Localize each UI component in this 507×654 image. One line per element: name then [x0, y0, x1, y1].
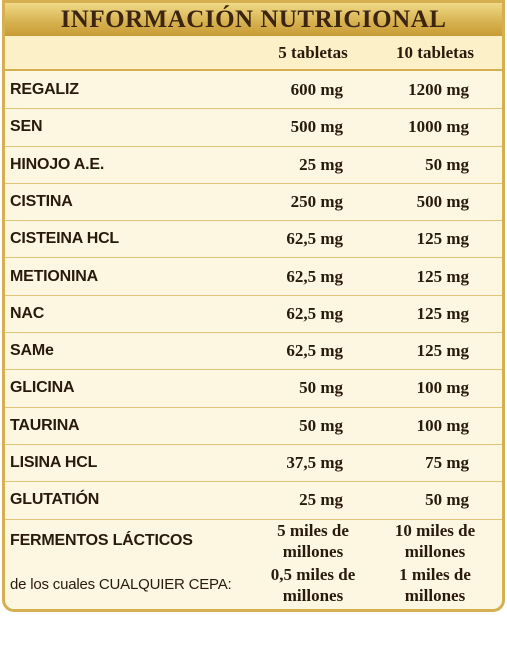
row-label: CISTEINA HCL: [10, 230, 120, 248]
table-row: LISINA HCL 37,5 mg 75 mg: [5, 444, 502, 483]
table-row: de los cuales CUALQUIER CEPA: 0,5 miles d…: [5, 563, 502, 607]
row-label: LISINA HCL: [10, 454, 98, 471]
cell-value: 100 mg: [416, 415, 469, 435]
cell-value: 25 mg: [299, 490, 343, 510]
table-row: GLICINA 50 mg 100 mg: [5, 369, 502, 408]
column-header: 10 tabletas: [396, 43, 474, 62]
cell-value: 1200 mg: [408, 80, 469, 99]
table-row: HINOJO A.E. 25 mg 50 mg: [5, 146, 502, 184]
cell-value: 50 mg: [299, 415, 343, 435]
row-label: GLICINA: [10, 379, 75, 397]
cell-value: 62,5 mg: [286, 303, 343, 323]
cell-value: 62,5 mg: [286, 229, 343, 249]
table-title: INFORMACIÓN NUTRICIONAL: [5, 3, 502, 36]
cell-value: 37,5 mg: [286, 453, 343, 472]
row-label: HINOJO A.E.: [10, 155, 105, 173]
table-row: GLUTATIÓN 25 mg 50 mg: [5, 481, 502, 520]
column-header: 5 tabletas: [278, 43, 348, 62]
table-row: FERMENTOS LÁCTICOS 5 miles de millones 10 …: [5, 519, 502, 563]
row-label: REGALIZ: [10, 81, 79, 98]
column-header-row: 5 tabletas 10 tabletas: [5, 36, 502, 71]
row-label: TAURINA: [10, 416, 80, 434]
table-row: METIONINA 62,5 mg 125 mg: [5, 258, 502, 296]
table-row: SEN 500 mg 1000 mg: [5, 108, 502, 147]
row-label: METIONINA: [10, 267, 98, 285]
cell-value: 125 mg: [416, 266, 469, 286]
table-row: NAC 62,5 mg 125 mg: [5, 295, 502, 334]
cell-value: 50 mg: [425, 154, 469, 174]
row-label: NAC: [10, 304, 45, 322]
cell-value: 62,5 mg: [286, 341, 343, 361]
cell-value: 10 miles de millones: [394, 520, 476, 561]
cell-value: 1000 mg: [408, 117, 469, 137]
cell-value: 500 mg: [290, 117, 343, 137]
cell-value: 75 mg: [425, 453, 469, 472]
row-label: CISTINA: [10, 192, 73, 210]
cell-value: 600 mg: [290, 80, 343, 99]
cell-value: 25 mg: [299, 154, 343, 174]
cell-value: 50 mg: [425, 490, 469, 510]
table-row: CISTINA 250 mg 500 mg: [5, 183, 502, 222]
cell-value: 62,5 mg: [286, 266, 343, 286]
cell-value: 125 mg: [416, 229, 469, 249]
table-row: REGALIZ 600 mg 1200 mg: [5, 71, 502, 110]
nutrition-table: INFORMACIÓN NUTRICIONAL 5 tabletas 10 ta…: [2, 0, 505, 612]
cell-value: 125 mg: [416, 341, 469, 361]
row-label: SAMe: [10, 342, 54, 360]
cell-value: 5 miles de millones: [277, 520, 349, 561]
table-row: TAURINA 50 mg 100 mg: [5, 407, 502, 445]
row-label: GLUTATIÓN: [10, 491, 100, 509]
row-label: de los cuales CUALQUIER CEPA:: [10, 575, 232, 593]
table-row: SAMe 62,5 mg 125 mg: [5, 332, 502, 371]
cell-value: 1 miles de millones: [399, 564, 471, 605]
cell-value: 250 mg: [290, 191, 343, 211]
cell-value: 0,5 miles de millones: [270, 564, 356, 605]
cell-value: 500 mg: [416, 191, 469, 211]
row-label: FERMENTOS LÁCTICOS: [10, 531, 193, 549]
table-row: CISTEINA HCL 62,5 mg 125 mg: [5, 220, 502, 259]
cell-value: 100 mg: [416, 378, 469, 398]
row-label: SEN: [10, 118, 43, 136]
cell-value: 50 mg: [299, 378, 343, 398]
cell-value: 125 mg: [416, 303, 469, 323]
